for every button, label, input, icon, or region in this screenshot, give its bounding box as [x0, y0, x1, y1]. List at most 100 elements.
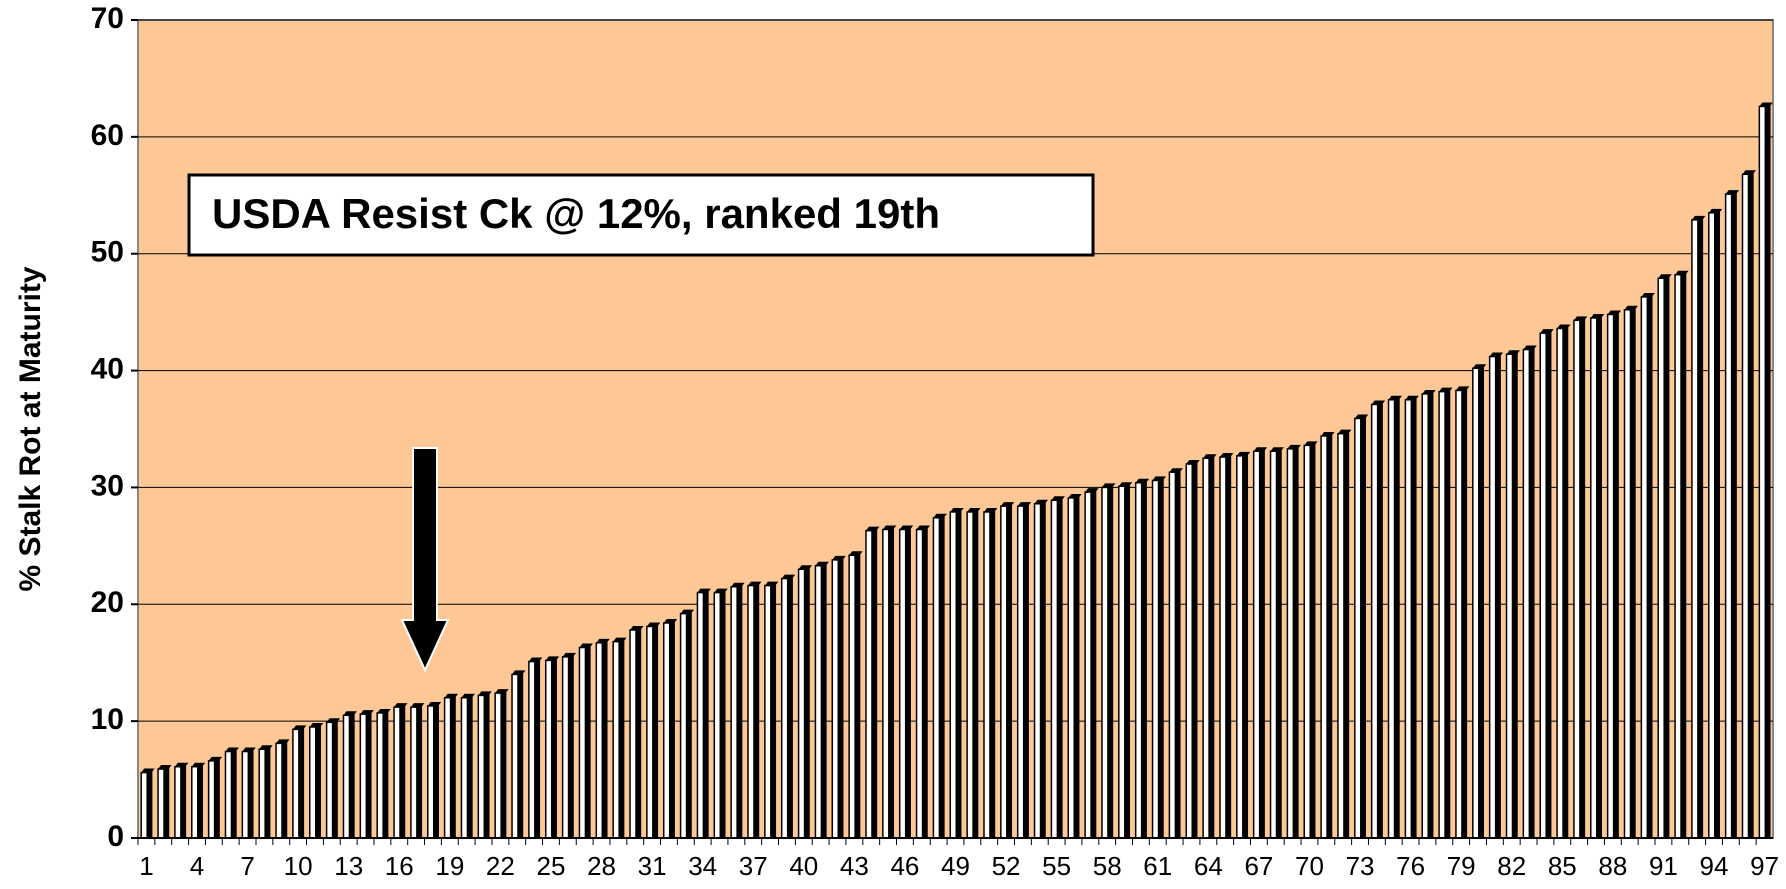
bar-top — [731, 582, 745, 587]
x-tick-label: 79 — [1447, 851, 1476, 881]
bar-side — [938, 517, 944, 838]
bar-side — [466, 697, 472, 838]
bar-side — [1528, 349, 1534, 838]
bar-top — [141, 768, 155, 773]
bar-top — [242, 747, 256, 752]
bar-side — [601, 642, 607, 838]
bar-side — [618, 641, 624, 838]
bar-side — [1343, 433, 1349, 838]
bar-top — [899, 525, 914, 530]
annotation-box — [187, 173, 1095, 257]
bar-top — [781, 574, 796, 579]
bar-side — [888, 529, 894, 838]
bar-top — [1573, 316, 1588, 321]
bar-side — [1309, 445, 1315, 838]
bar-top — [1708, 208, 1723, 213]
bar-side — [1461, 390, 1467, 838]
y-tick-label: 0 — [107, 820, 124, 853]
bar-side — [584, 647, 590, 838]
y-tick-label: 40 — [91, 352, 124, 385]
bar-side — [1562, 328, 1568, 838]
bar-top — [865, 526, 880, 531]
x-tick-label: 34 — [688, 851, 717, 881]
bar-top — [1590, 313, 1605, 318]
bar-side — [449, 697, 456, 838]
bar-side — [1545, 333, 1551, 838]
bar-top — [630, 625, 644, 630]
bar-side — [500, 693, 506, 838]
y-tick-label: 30 — [91, 469, 124, 502]
x-tick-label: 64 — [1194, 851, 1223, 881]
bar-top — [225, 747, 239, 752]
bar-top — [1455, 386, 1470, 391]
bar-side — [719, 592, 725, 838]
bar-side — [1393, 399, 1399, 838]
bar-top — [1540, 329, 1554, 334]
bar-side — [483, 695, 489, 838]
bar-top — [1725, 190, 1740, 195]
bar-top — [1405, 395, 1419, 400]
bar-top — [1472, 364, 1487, 369]
y-tick-label: 60 — [91, 119, 124, 152]
bar-top — [1641, 292, 1655, 297]
bar-top — [427, 701, 442, 706]
bar-side — [1444, 391, 1450, 838]
bar-top — [158, 765, 172, 770]
x-tick-label: 28 — [587, 851, 616, 881]
bar-side — [1747, 174, 1753, 838]
bar-side — [1612, 314, 1619, 839]
bar-side — [1579, 320, 1585, 838]
bar-top — [1034, 499, 1049, 504]
bar-side — [1275, 451, 1281, 838]
x-tick-label: 61 — [1143, 851, 1172, 881]
bar-top — [410, 703, 425, 708]
bar-side — [871, 530, 877, 838]
bar-top — [1759, 102, 1773, 107]
bar-top — [495, 689, 509, 694]
bar-side — [1107, 487, 1113, 838]
bar-side — [1714, 212, 1720, 839]
annotation: USDA Resist Ck @ 12%, ranked 19th — [212, 190, 940, 237]
y-tick-label: 50 — [91, 236, 124, 269]
bar-top — [1506, 350, 1520, 355]
bar-top — [663, 618, 678, 623]
bar-top — [292, 725, 307, 730]
bar-side — [1730, 194, 1737, 839]
bar-side — [1056, 500, 1062, 838]
bar-top — [1557, 324, 1571, 329]
bar-top — [326, 718, 341, 723]
x-tick-label: 70 — [1295, 851, 1324, 881]
arrow — [400, 447, 450, 673]
bar-top — [1691, 215, 1706, 220]
x-tick-label: 40 — [789, 851, 818, 881]
bar-top — [545, 656, 560, 661]
y-tick-label: 10 — [91, 703, 124, 736]
bar-side — [1208, 458, 1214, 838]
bar-side — [702, 592, 708, 838]
bar-top — [1321, 432, 1335, 437]
x-tick-label: 88 — [1598, 851, 1627, 881]
bar-top — [1152, 476, 1166, 481]
bar-top — [208, 756, 223, 761]
bar-top — [1085, 488, 1099, 493]
bar-side — [770, 585, 776, 838]
bar-side — [1697, 219, 1703, 839]
bar-side — [685, 613, 692, 838]
bar-top — [360, 710, 374, 715]
bar-side — [1022, 506, 1029, 838]
bar-top — [1439, 387, 1453, 392]
bar-side — [652, 626, 658, 838]
bar-top — [478, 691, 492, 696]
bar-top — [1135, 478, 1150, 483]
bar-side — [1090, 492, 1096, 838]
bar-side — [1157, 480, 1163, 838]
bar-top — [596, 638, 610, 643]
bar-top — [1388, 395, 1402, 400]
x-tick-label: 55 — [1042, 851, 1071, 881]
bar-top — [1051, 496, 1065, 501]
y-tick-label: 70 — [91, 2, 124, 35]
y-axis-label: % Stalk Rot at Maturity — [14, 266, 47, 591]
bar-side — [1174, 472, 1180, 838]
bar-side — [567, 656, 574, 838]
bar-side — [972, 511, 978, 838]
